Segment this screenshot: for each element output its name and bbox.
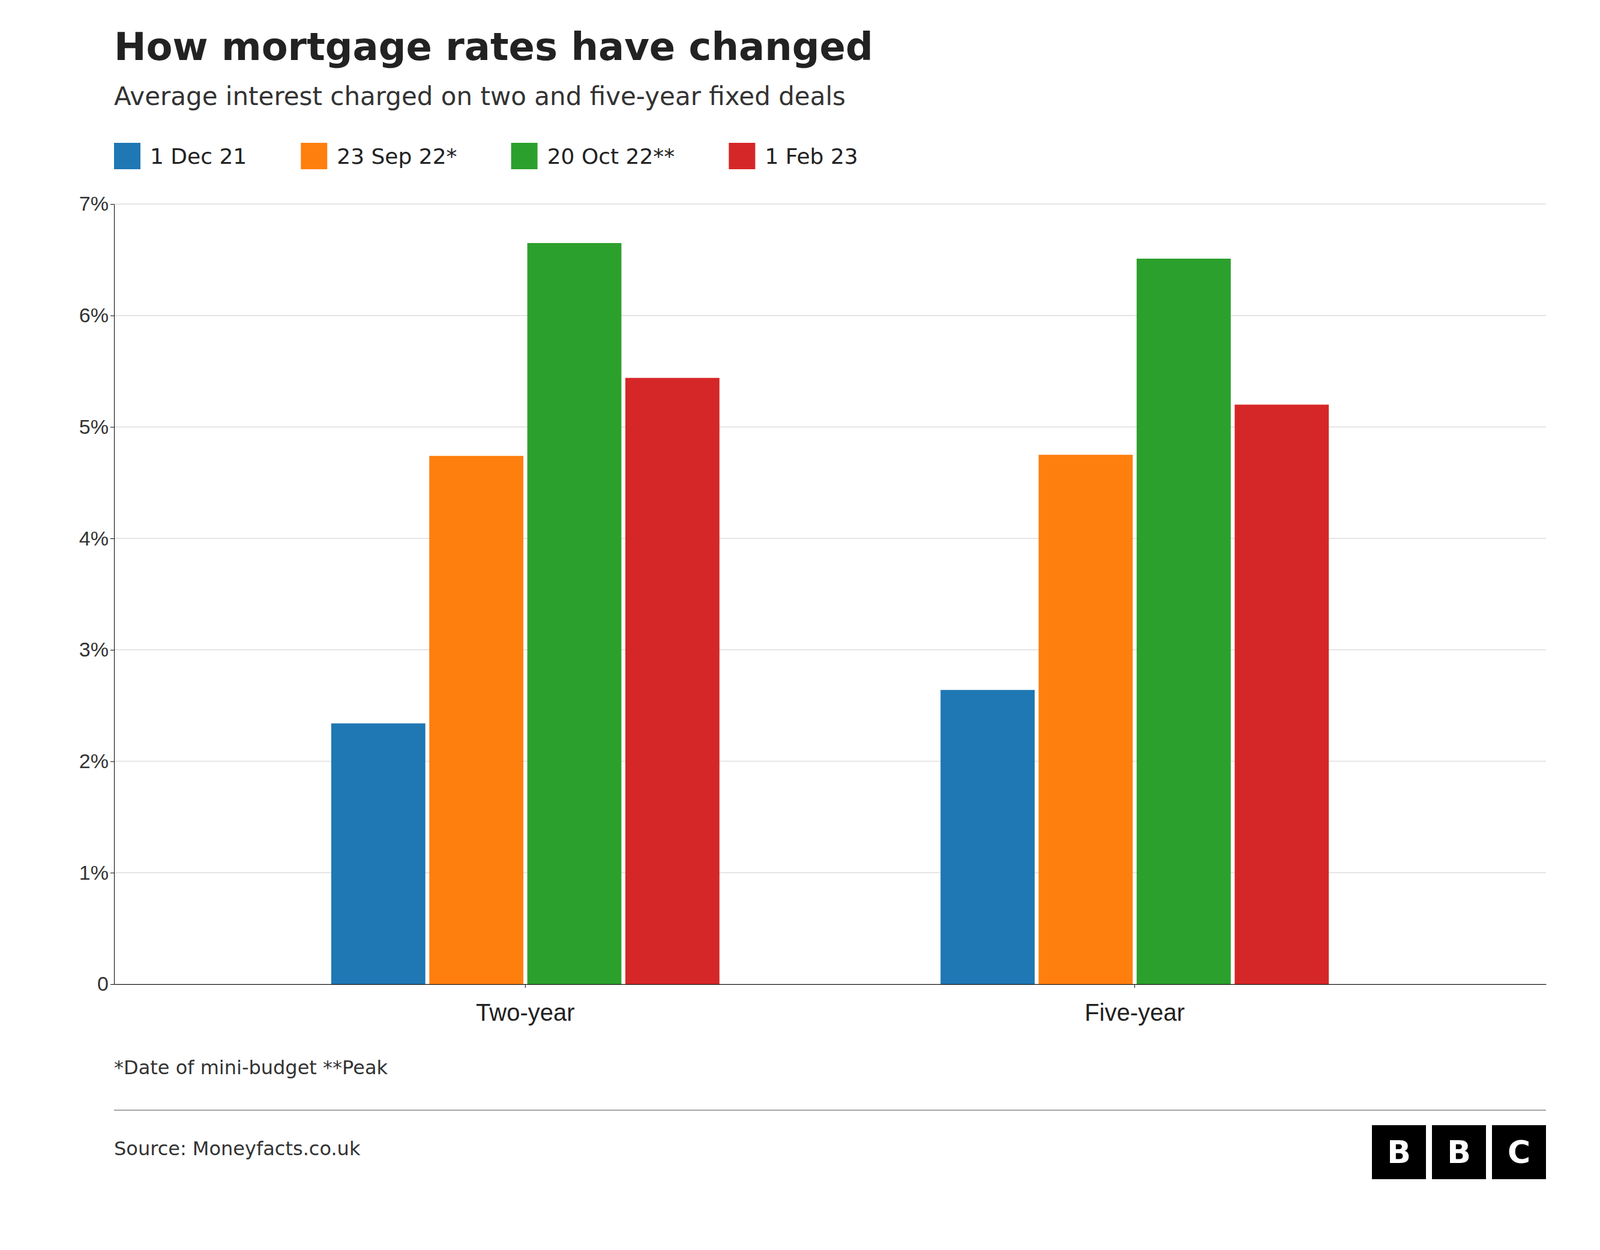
- separator: [114, 1109, 1546, 1111]
- y-tick-mark: [110, 872, 115, 874]
- logo-letter: B: [1446, 1134, 1471, 1171]
- grid-line: [114, 203, 1546, 205]
- title: How mortgage rates have changed: [114, 24, 874, 70]
- y-tick: 1%: [79, 861, 115, 885]
- grid-line: [114, 649, 1546, 651]
- legend-item: 20 Oct 22**: [511, 142, 676, 170]
- y-tick-label: 1%: [79, 861, 109, 885]
- grid-line: [114, 872, 1546, 874]
- y-tick: 6%: [79, 303, 115, 327]
- legend-swatch: [114, 142, 141, 170]
- y-tick-mark: [110, 984, 115, 985]
- legend-label: 20 Oct 22**: [547, 144, 676, 169]
- y-tick-label: 3%: [79, 637, 109, 661]
- grid-line: [114, 537, 1546, 539]
- bar: [940, 690, 1035, 985]
- legend-swatch: [728, 142, 755, 170]
- bar: [527, 243, 622, 985]
- logo-letter: C: [1507, 1134, 1531, 1171]
- legend-item: 1 Dec 21: [114, 142, 247, 170]
- grid-line: [114, 315, 1546, 317]
- y-tick: 2%: [79, 749, 115, 773]
- x-tick-label: Two-year: [475, 999, 575, 1026]
- y-tick: 4%: [79, 526, 115, 550]
- logo: BBC: [1371, 1125, 1546, 1180]
- bar-series: [625, 378, 1329, 985]
- bar: [1136, 258, 1231, 985]
- grid-line: [114, 426, 1546, 428]
- bar: [625, 378, 720, 985]
- subtitle: Average interest charged on two and five…: [114, 81, 846, 112]
- logo-letter: B: [1386, 1134, 1411, 1171]
- y-tick-mark: [110, 204, 115, 205]
- y-axis-line: [114, 204, 115, 985]
- y-tick-mark: [110, 761, 115, 763]
- bars: [331, 243, 1329, 985]
- grid-line: [114, 983, 1546, 985]
- y-tick-mark: [110, 426, 115, 428]
- grid: [114, 204, 1546, 985]
- y-tick: 5%: [79, 415, 115, 439]
- chart: How mortgage rates have changed Average i…: [0, 0, 1600, 1250]
- bar-series: [527, 243, 1231, 985]
- legend-item: 1 Feb 23: [728, 142, 858, 170]
- legend: 1 Dec 21 23 Sep 22* 20 Oct 22** 1 Feb 23: [114, 142, 859, 170]
- x-tick-label: Five-year: [1084, 999, 1185, 1026]
- x-axis: Two-year Five-year: [114, 984, 1547, 1026]
- footnote: *Date of mini-budget **Peak: [114, 1056, 389, 1080]
- logo-box: [1371, 1125, 1426, 1180]
- logo-box: [1431, 1125, 1486, 1180]
- x-tick-mark: [1134, 984, 1135, 988]
- grid-line: [114, 760, 1546, 763]
- legend-swatch: [511, 142, 538, 170]
- bar: [1234, 404, 1329, 985]
- y-tick: 7%: [79, 192, 115, 215]
- y-tick-label: 6%: [79, 303, 109, 327]
- logo-box: [1491, 1125, 1546, 1180]
- y-tick-label: 2%: [79, 749, 109, 773]
- legend-label: 1 Feb 23: [764, 144, 858, 169]
- legend-item: 23 Sep 22*: [300, 142, 457, 170]
- y-tick-label: 7%: [79, 192, 109, 215]
- y-tick-mark: [110, 315, 115, 317]
- y-tick: 3%: [79, 637, 115, 661]
- y-tick: 0: [97, 972, 115, 996]
- bar: [1038, 454, 1134, 985]
- y-tick-mark: [110, 538, 115, 539]
- legend-label: 1 Dec 21: [150, 144, 247, 169]
- x-tick-mark: [525, 984, 526, 988]
- y-tick-label: 4%: [79, 526, 109, 550]
- x-tick: Two-year: [475, 984, 575, 1026]
- legend-swatch: [300, 142, 328, 170]
- x-tick: Five-year: [1084, 984, 1185, 1026]
- legend-label: 23 Sep 22*: [336, 144, 457, 169]
- bar: [429, 456, 524, 985]
- y-tick-mark: [110, 649, 115, 651]
- plot-area: 0 1% 2% 3% 4% 5% 6% 7% Two-year Five-year: [79, 192, 1547, 1026]
- y-tick-label: 0: [97, 972, 109, 996]
- y-axis: 0 1% 2% 3% 4% 5% 6% 7%: [79, 192, 115, 996]
- y-tick-label: 5%: [79, 415, 109, 439]
- bar: [331, 723, 426, 985]
- x-axis-line: [114, 984, 1547, 985]
- source: Source: Moneyfacts.co.uk: [114, 1137, 361, 1161]
